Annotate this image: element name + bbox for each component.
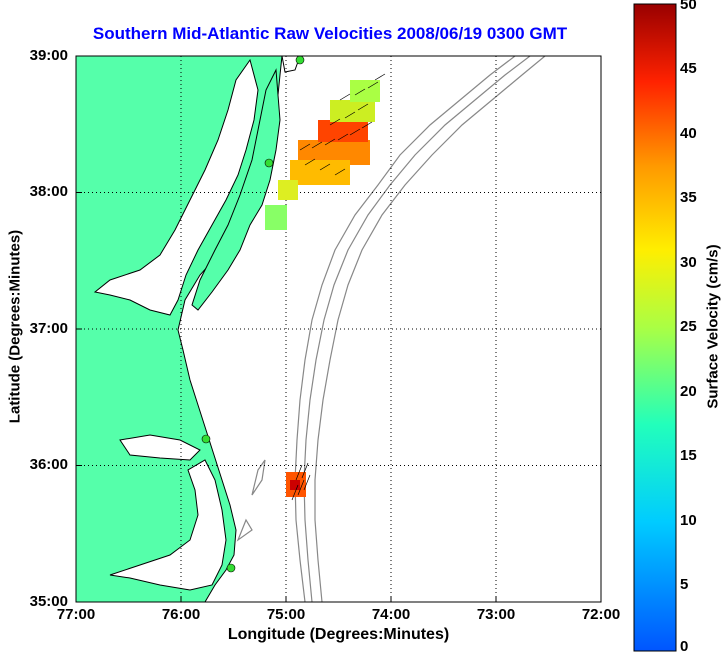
colorbar-tick-label: 5 <box>680 576 689 593</box>
colorbar-label: Surface Velocity (cm/s) <box>704 244 722 409</box>
colorbar-tick-label: 25 <box>680 318 697 335</box>
colorbar-tick-label: 35 <box>680 189 697 206</box>
sound-water-north <box>119 434 201 461</box>
land-peninsula <box>191 68 281 311</box>
y-tick-label: 39:00 <box>29 47 68 64</box>
map-title: Southern Mid-Atlantic Raw Velocities 200… <box>92 24 568 43</box>
bay-water <box>93 58 259 316</box>
colorbar-tick-label: 40 <box>680 125 697 142</box>
x-tick-label: 74:00 <box>371 606 411 623</box>
axis-ticks <box>76 192 497 602</box>
y-tick-label: 38:00 <box>29 183 68 200</box>
x-axis-label: Longitude (Degrees:Minutes) <box>227 626 450 643</box>
colorbar <box>633 3 677 652</box>
colorbar-tick-label: 0 <box>680 638 689 655</box>
velocity-arrows <box>291 73 386 501</box>
y-tick-label: 35:00 <box>29 593 68 610</box>
radar-stations <box>201 56 305 573</box>
colorbar-tick-label: 10 <box>680 512 697 529</box>
sound-water <box>109 459 227 591</box>
colorbar-tick-label: 45 <box>680 60 697 77</box>
x-tick-label: 73:00 <box>476 606 516 623</box>
x-tick-label: 76:00 <box>161 606 201 623</box>
colorbar-tick-label: 15 <box>680 447 697 464</box>
colorbar-tick-label: 50 <box>680 0 697 13</box>
x-tick-label: 75:00 <box>266 606 306 623</box>
y-tick-label: 37:00 <box>29 320 68 337</box>
colorbar-tick-label: 30 <box>680 254 697 271</box>
x-tick-label: 77:00 <box>56 606 96 623</box>
velocity-field-south <box>286 472 306 497</box>
y-tick-label: 36:00 <box>29 456 68 473</box>
y-axis-label: Latitude (Degrees:Minutes) <box>6 229 24 424</box>
grid-lines <box>76 56 601 602</box>
colorbar-tick-label: 20 <box>680 383 697 400</box>
x-tick-label: 72:00 <box>581 606 621 623</box>
